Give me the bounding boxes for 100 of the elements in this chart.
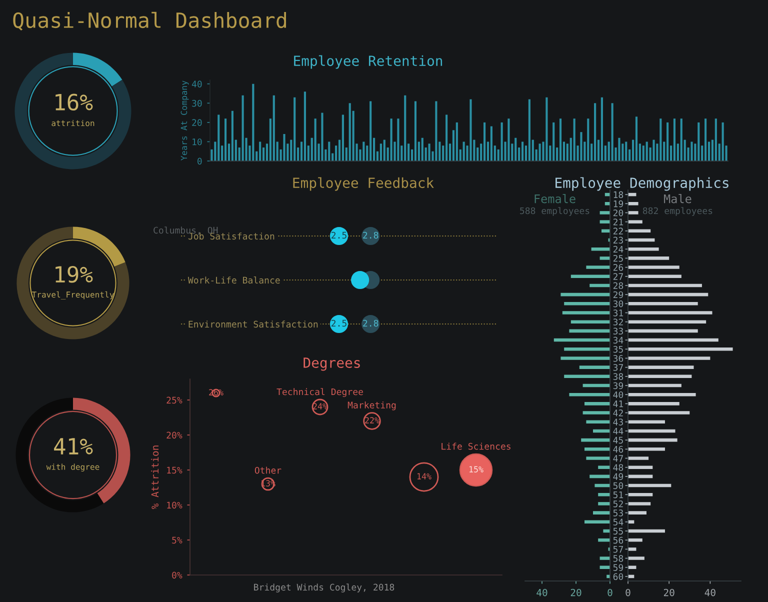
bar bbox=[628, 448, 665, 451]
y-tick-label: 58 bbox=[613, 555, 624, 562]
y-axis-title: % Attrition bbox=[151, 446, 159, 510]
bar bbox=[628, 374, 692, 378]
bar bbox=[628, 356, 710, 360]
bar bbox=[528, 99, 530, 161]
bar bbox=[628, 366, 694, 369]
bar bbox=[628, 548, 636, 551]
x-tick-label: 40 bbox=[536, 588, 548, 596]
bar bbox=[581, 438, 610, 442]
y-tick-label: 57 bbox=[613, 546, 623, 553]
y-tick-label: Job Satisfaction bbox=[188, 232, 274, 240]
x-tick-label: 20 bbox=[570, 588, 582, 596]
y-tick-label: 60 bbox=[613, 573, 624, 580]
bar bbox=[580, 132, 582, 161]
bar bbox=[628, 329, 698, 333]
chart-title: Employee Feedback bbox=[293, 177, 434, 191]
y-tick-label: 40 bbox=[192, 80, 202, 88]
data-label: 16% bbox=[56, 94, 93, 111]
bar bbox=[586, 456, 610, 460]
bar bbox=[380, 144, 382, 161]
bar bbox=[514, 138, 517, 161]
chart-title: Degrees bbox=[304, 358, 360, 371]
data-label: 2.8 bbox=[363, 320, 378, 327]
bar bbox=[690, 142, 693, 161]
y-tick-label: 0 bbox=[198, 158, 202, 165]
y-tick-label: 51 bbox=[613, 491, 624, 498]
data-label: 41% bbox=[54, 438, 93, 454]
bar bbox=[570, 274, 610, 278]
annotation: Columbus, OH bbox=[154, 226, 218, 235]
bar bbox=[598, 502, 610, 506]
bar bbox=[559, 118, 562, 161]
bar bbox=[628, 256, 670, 260]
bar bbox=[590, 284, 610, 288]
bar bbox=[294, 97, 296, 161]
y-tick-label: 32 bbox=[613, 318, 623, 326]
data-label: 22% bbox=[365, 417, 380, 424]
bar bbox=[224, 118, 227, 161]
data-label: 2.8 bbox=[363, 232, 378, 239]
y-tick-label: 34 bbox=[613, 336, 624, 344]
y-tick-label: Environment Satisfaction bbox=[188, 320, 318, 328]
chart-title: Employee Retention bbox=[294, 55, 442, 69]
y-tick-label: 48 bbox=[613, 464, 624, 471]
x-tick-label: 40 bbox=[704, 588, 716, 596]
bar bbox=[314, 118, 316, 161]
bar bbox=[462, 142, 465, 161]
y-tick-label: 49 bbox=[613, 473, 624, 480]
bar bbox=[484, 122, 486, 161]
bar bbox=[390, 118, 392, 161]
bar bbox=[625, 142, 628, 161]
y-tick-label: 43 bbox=[613, 418, 623, 426]
bar bbox=[600, 211, 610, 214]
bar bbox=[722, 122, 724, 161]
bar bbox=[414, 101, 417, 161]
y-tick-label: 25 bbox=[613, 254, 623, 262]
bar bbox=[421, 138, 424, 161]
annotation: Marketing bbox=[348, 402, 396, 410]
text: 882 employees bbox=[642, 207, 712, 216]
bar bbox=[272, 95, 275, 161]
bar bbox=[283, 134, 286, 161]
bar bbox=[328, 142, 330, 161]
y-tick-label: 38 bbox=[613, 373, 624, 380]
y-tick-label: Work-Life Balance bbox=[188, 276, 280, 284]
data-label: 2.5 bbox=[332, 232, 346, 239]
text: Male bbox=[664, 194, 692, 204]
y-tick-label: 22 bbox=[613, 228, 623, 234]
bar bbox=[362, 142, 365, 161]
bar bbox=[628, 220, 642, 224]
bar bbox=[628, 302, 698, 306]
bar bbox=[600, 256, 610, 260]
bar bbox=[628, 320, 706, 324]
bar bbox=[628, 211, 638, 214]
y-tick-label: 42 bbox=[613, 410, 623, 416]
bar bbox=[435, 101, 438, 161]
bar bbox=[652, 140, 655, 161]
bar bbox=[628, 438, 678, 442]
y-tick-label: 30 bbox=[192, 100, 202, 107]
bar bbox=[600, 566, 610, 569]
bar bbox=[628, 266, 680, 269]
y-tick-label: 33 bbox=[613, 328, 623, 335]
bar bbox=[635, 116, 638, 161]
bar bbox=[259, 142, 262, 161]
bar bbox=[628, 402, 680, 406]
text: Employee Demographics bbox=[556, 177, 728, 191]
bar bbox=[628, 511, 646, 514]
bar bbox=[587, 118, 590, 161]
y-tick-label: 20 bbox=[192, 119, 202, 126]
bar bbox=[604, 202, 610, 206]
bar bbox=[673, 118, 676, 161]
bar bbox=[584, 402, 610, 406]
bar bbox=[598, 492, 610, 496]
y-tick-label: 29 bbox=[613, 291, 624, 298]
bar bbox=[660, 118, 662, 161]
bar bbox=[521, 142, 524, 161]
bar bbox=[570, 320, 610, 324]
bar bbox=[552, 122, 555, 161]
bar bbox=[646, 142, 648, 161]
y-tick-label: 39 bbox=[613, 382, 624, 390]
bar bbox=[611, 103, 614, 161]
text: with degree bbox=[46, 464, 100, 472]
